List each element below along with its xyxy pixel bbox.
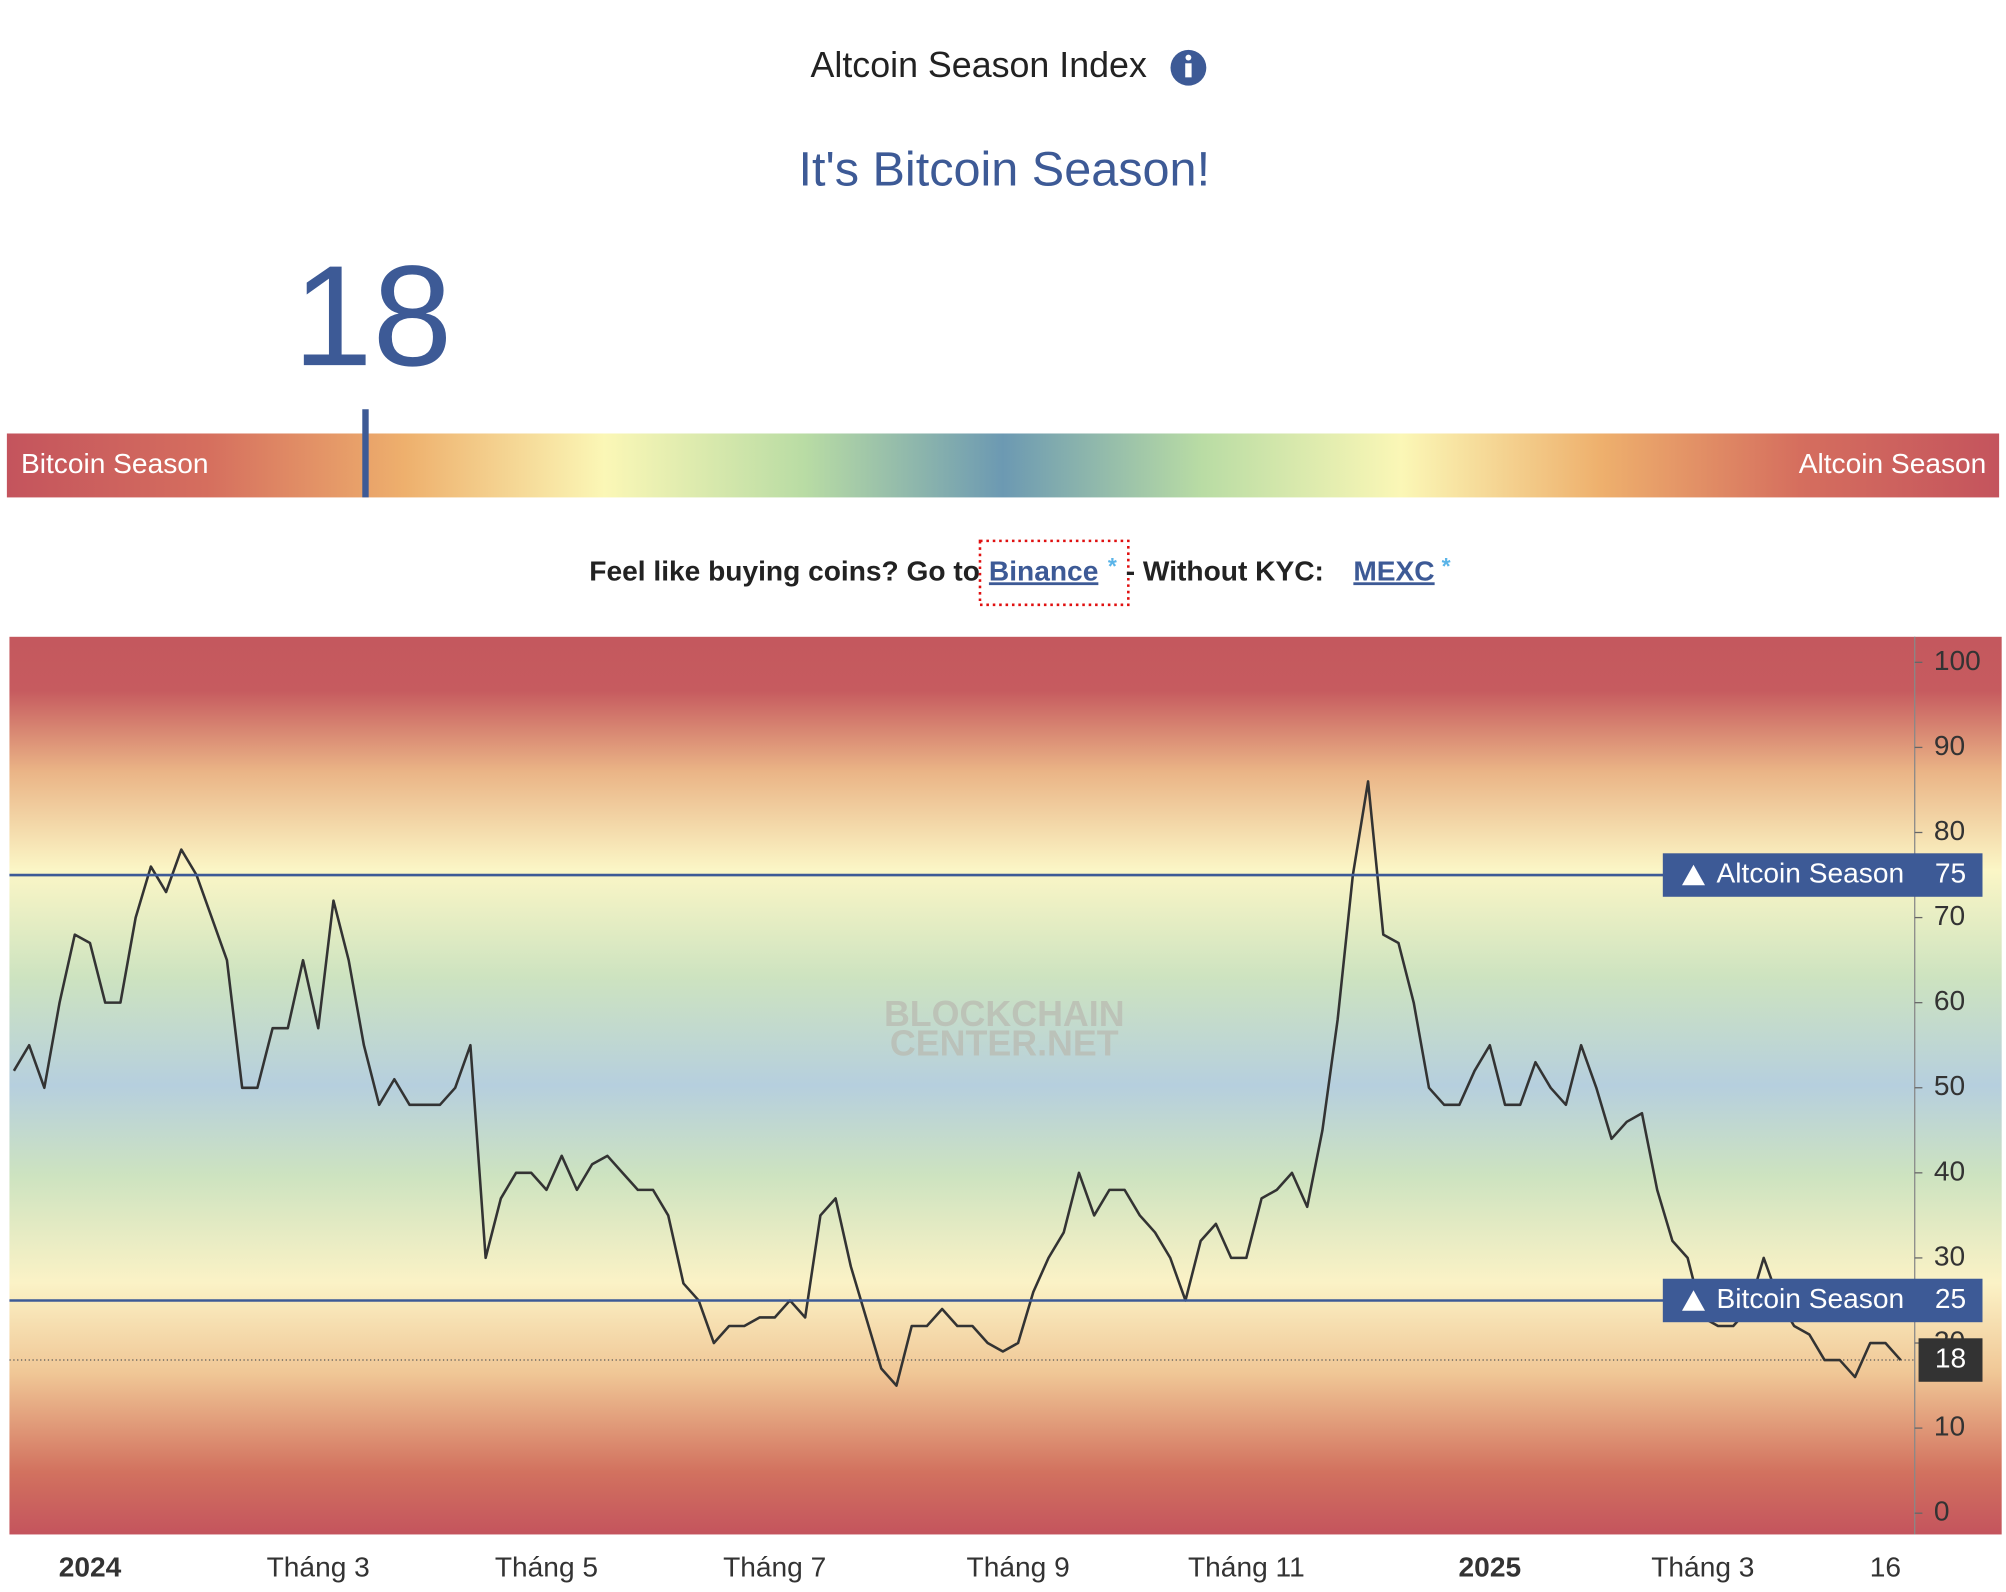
x-tick-label: Tháng 11 [1188,1551,1305,1582]
binance-link[interactable]: Binance [989,555,1098,586]
gauge-bar [6,433,2000,498]
current-value-label: 18 [1935,1342,1966,1373]
title: Altcoin Season Index [811,45,1147,85]
reference-label: Altcoin Season [1717,857,1905,888]
series-line [12,780,1902,1387]
info-icon[interactable] [1170,49,1207,86]
y-tick-label: 70 [1934,900,1965,931]
binance-asterisk: * [1108,553,1117,579]
promo-text: Feel like buying coins? Go to [589,555,980,586]
gauge-left-label: Bitcoin Season [21,448,209,479]
mexc-link[interactable]: MEXC [1353,555,1434,586]
reference-badge [1662,1278,1983,1323]
y-tick-label: 0 [1934,1496,1950,1527]
y-tick-label: 10 [1934,1411,1965,1442]
chart: BLOCKCHAINCENTER.NET01020304050607080901… [9,645,1983,1582]
y-tick-label: 100 [1934,645,1981,676]
x-tick-label: Tháng 9 [967,1551,1070,1582]
current-value: 18 [293,236,452,396]
mexc-asterisk: * [1442,553,1451,579]
y-tick-label: 80 [1934,815,1965,846]
reference-badge [1662,853,1983,897]
x-tick-label: Tháng 5 [495,1551,598,1582]
x-tick-label: Tháng 7 [723,1551,826,1582]
x-tick-label: Tháng 3 [267,1551,370,1582]
focus-outline [978,539,1130,607]
x-tick-label: Tháng 3 [1651,1551,1754,1582]
x-tick-label: 2024 [59,1551,122,1582]
gauge-right-label: Altcoin Season [1799,448,1987,479]
promo-middle: - Without KYC: [1126,555,1324,586]
reference-value: 75 [1935,857,1966,888]
y-tick-label: 30 [1934,1240,1965,1271]
current-value-badge [1918,1338,1983,1382]
y-tick-label: 90 [1934,730,1965,761]
chart-background [9,636,2002,1535]
y-tick-label: 40 [1934,1155,1965,1186]
reference-arrow [1681,1290,1706,1311]
x-tick-label: 16 [1870,1551,1901,1582]
x-tick-label: 2025 [1459,1551,1522,1582]
reference-value: 25 [1935,1283,1966,1314]
status: It's Bitcoin Season! [798,142,1210,196]
reference-arrow [1681,864,1706,886]
y-tick-label: 60 [1934,985,1965,1016]
y-tick-label: 50 [1934,1070,1965,1101]
watermark: CENTER.NET [890,1023,1119,1063]
watermark: BLOCKCHAIN [884,994,1125,1034]
reference-label: Bitcoin Season [1717,1283,1905,1314]
